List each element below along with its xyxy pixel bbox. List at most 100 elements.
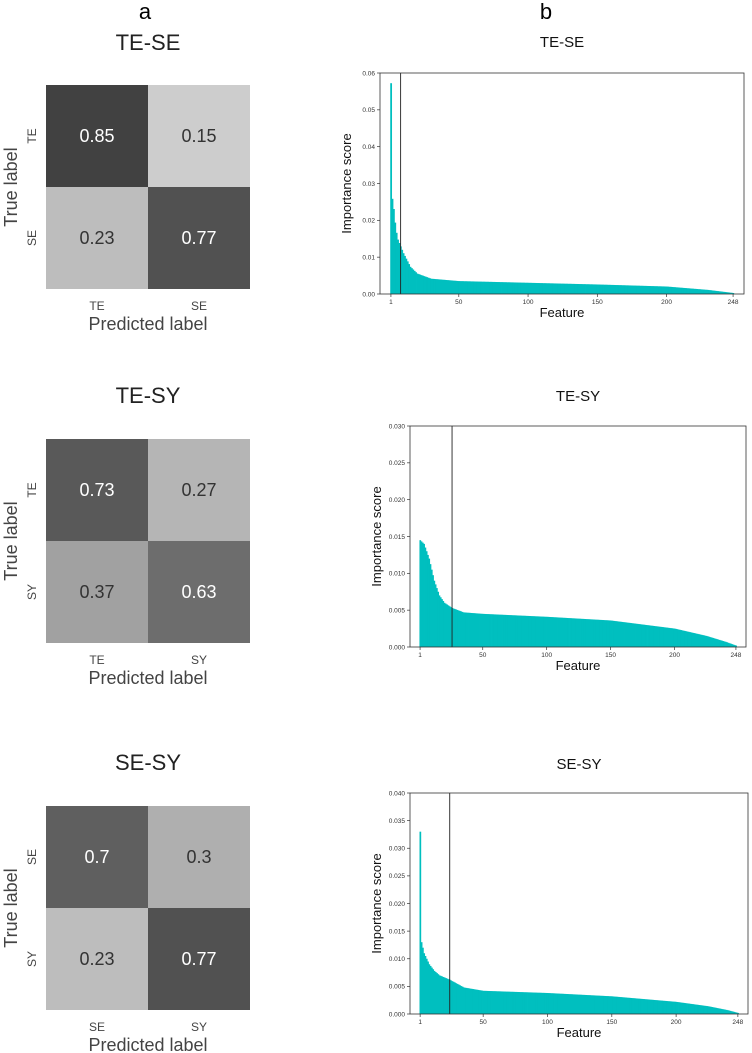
- importance-bar: [681, 630, 684, 647]
- xtick-label: 50: [479, 652, 487, 659]
- importance-bar: [656, 626, 658, 647]
- importance-bar: [471, 613, 474, 647]
- importance-bar: [413, 270, 416, 294]
- importance-bar: [541, 283, 544, 294]
- importance-bar: [496, 991, 499, 1014]
- importance-bar: [705, 635, 708, 647]
- importance-bar: [521, 992, 523, 1014]
- importance-bar: [688, 1003, 691, 1014]
- importance-bar: [582, 994, 585, 1014]
- importance-bar: [604, 995, 607, 1014]
- ytick-label: 0.020: [389, 901, 406, 908]
- importance-bar: [494, 281, 496, 294]
- cm-cell-value: 0.23: [79, 228, 114, 248]
- importance-bar: [452, 280, 455, 294]
- importance-bar: [735, 1012, 738, 1014]
- importance-bar: [519, 282, 521, 294]
- importance-bar: [697, 1004, 700, 1014]
- importance-bar: [621, 285, 624, 294]
- importance-bar: [712, 637, 714, 647]
- importance-bar: [702, 635, 704, 647]
- importance-bar: [626, 622, 629, 647]
- importance-bar: [630, 623, 633, 647]
- importance-bar: [699, 1005, 702, 1014]
- importance-bar: [641, 624, 644, 647]
- importance-bar: [588, 995, 590, 1014]
- importance-bar: [579, 994, 581, 1014]
- importance-bar: [679, 629, 681, 647]
- importance-bar: [509, 282, 512, 294]
- importance-bar: [422, 947, 424, 1014]
- importance-bar: [636, 285, 639, 294]
- importance-bar: [698, 1005, 701, 1014]
- importance-bar: [460, 986, 463, 1014]
- cm-cell-value: 0.63: [181, 582, 216, 602]
- importance-bar: [586, 284, 589, 294]
- importance-bar: [732, 292, 735, 294]
- importance-bar: [463, 281, 466, 294]
- importance-bar: [627, 285, 629, 294]
- importance-bar: [442, 976, 445, 1014]
- importance-bar: [657, 1000, 660, 1014]
- importance-bar: [629, 997, 631, 1014]
- cm-xlabel: Predicted label: [88, 1035, 207, 1053]
- importance-bar: [441, 976, 444, 1014]
- importance-bar: [535, 992, 537, 1014]
- importance-bar: [430, 278, 433, 294]
- importance-bar: [645, 625, 648, 647]
- importance-bar: [576, 994, 579, 1014]
- importance-bar: [424, 955, 427, 1014]
- cm-cell-value: 0.15: [181, 126, 216, 146]
- importance-bar: [670, 1001, 673, 1014]
- importance-bar: [665, 286, 668, 294]
- importance-bar: [680, 1002, 683, 1014]
- importance-bar: [567, 618, 570, 647]
- importance-bar: [488, 991, 491, 1014]
- importance-bar: [660, 1000, 662, 1014]
- cm-cell: [46, 85, 148, 187]
- importance-bar: [725, 1009, 728, 1014]
- importance-bar: [551, 617, 553, 647]
- importance-bar: [707, 636, 709, 647]
- importance-bar: [523, 615, 525, 647]
- importance-bar: [454, 982, 456, 1014]
- importance-bar: [647, 285, 650, 294]
- importance-bar: [540, 616, 543, 647]
- cm-xtick-label: TE: [89, 299, 104, 313]
- cm-ylabel: True label: [1, 147, 21, 226]
- importance-bar: [539, 992, 541, 1014]
- importance-bar: [733, 1011, 736, 1014]
- importance-bar: [476, 281, 478, 294]
- importance-bar: [563, 283, 566, 294]
- importance-bar: [473, 989, 476, 1014]
- importance-bar: [650, 286, 653, 294]
- cm-ytick-label: SE: [25, 849, 39, 865]
- importance-bar: [663, 286, 665, 294]
- cm-title: TE-SE: [116, 30, 181, 55]
- importance-bar: [613, 996, 616, 1014]
- importance-bar: [479, 990, 482, 1014]
- importance-bar: [602, 620, 604, 647]
- xtick-label: 150: [606, 1019, 617, 1026]
- importance-bar: [559, 283, 562, 294]
- importance-bar: [663, 627, 666, 647]
- importance-bar: [625, 997, 627, 1014]
- importance-bar: [596, 284, 599, 294]
- importance-bar: [735, 645, 737, 647]
- importance-bar: [643, 624, 645, 647]
- importance-bar: [537, 992, 540, 1014]
- importance-bar: [425, 551, 428, 647]
- importance-bar: [447, 605, 450, 647]
- importance-bar: [586, 619, 589, 647]
- importance-bar: [420, 942, 423, 1014]
- importance-bar: [688, 288, 690, 294]
- panel-label-a: a: [139, 0, 152, 24]
- importance-bar: [567, 994, 570, 1014]
- xtick-label: 248: [732, 1019, 743, 1026]
- cm-cell-value: 0.37: [79, 582, 114, 602]
- importance-bar: [608, 620, 611, 647]
- importance-bar: [513, 282, 516, 294]
- importance-bar: [609, 284, 611, 294]
